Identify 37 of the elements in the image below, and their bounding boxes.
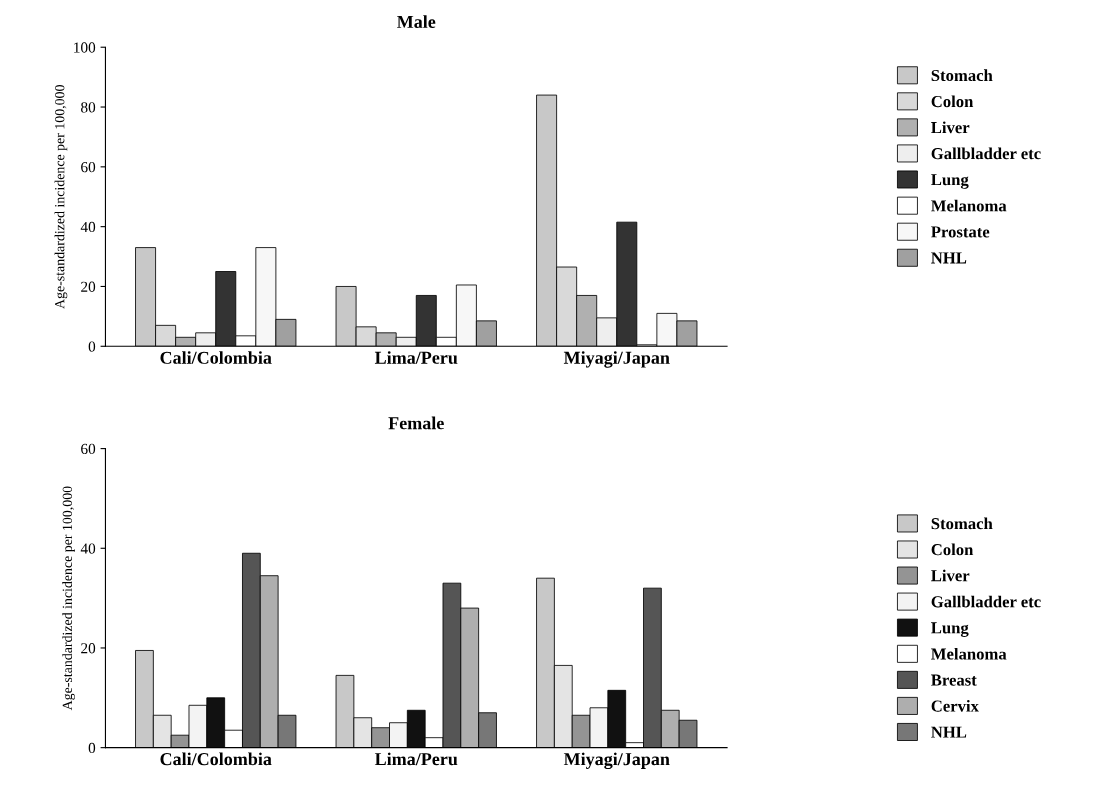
legend-label: Colon xyxy=(931,543,974,556)
legend-label: Cervix xyxy=(931,699,979,712)
x-tick-label: Cali/Colombia xyxy=(160,752,272,766)
y-tick-label: 20 xyxy=(81,281,96,292)
y-tick-label: 80 xyxy=(81,102,96,113)
y-tick-label: 100 xyxy=(74,42,96,53)
legend-label: Liver xyxy=(931,569,970,582)
legend-label: Liver xyxy=(931,121,970,134)
legend-label: Stomach xyxy=(931,517,993,530)
legend-label: Melanoma xyxy=(931,199,1007,212)
legend-label: Breast xyxy=(931,674,977,686)
x-tick-label: Miyagi/Japan xyxy=(563,351,670,368)
y-tick-label: 0 xyxy=(88,341,96,352)
x-tick-label: Lima/Peru xyxy=(374,351,458,364)
x-tick-label: Cali/Colombia xyxy=(160,351,272,364)
y-tick-label: 60 xyxy=(81,443,96,455)
legend-label: Melanoma xyxy=(931,647,1007,660)
y-axis-title: Age-standardized incidence per 100,000 xyxy=(54,85,68,309)
legend-label: NHL xyxy=(931,726,967,738)
y-tick-label: 60 xyxy=(81,161,96,173)
y-axis-title: Age-standardized incidence per 100,000 xyxy=(62,486,75,711)
legend-label: Gallbladder etc xyxy=(931,595,1041,608)
chart-title: Male xyxy=(397,15,436,28)
legend-label: Lung xyxy=(931,622,969,637)
legend-label: Lung xyxy=(931,174,969,189)
legend-label: Colon xyxy=(931,95,974,108)
legend-label: Gallbladder etc xyxy=(931,147,1041,160)
legend-label: NHL xyxy=(931,252,967,264)
y-tick-label: 40 xyxy=(80,543,96,554)
legend-label: Stomach xyxy=(931,69,993,82)
y-tick-label: 20 xyxy=(81,643,96,654)
chart-title: Female xyxy=(388,416,444,430)
legend-label: Prostate xyxy=(931,226,990,238)
y-tick-label: 40 xyxy=(80,221,96,233)
y-tick-label: 0 xyxy=(88,742,96,754)
x-tick-label: Lima/Peru xyxy=(374,752,458,766)
x-tick-label: Miyagi/Japan xyxy=(563,752,670,770)
